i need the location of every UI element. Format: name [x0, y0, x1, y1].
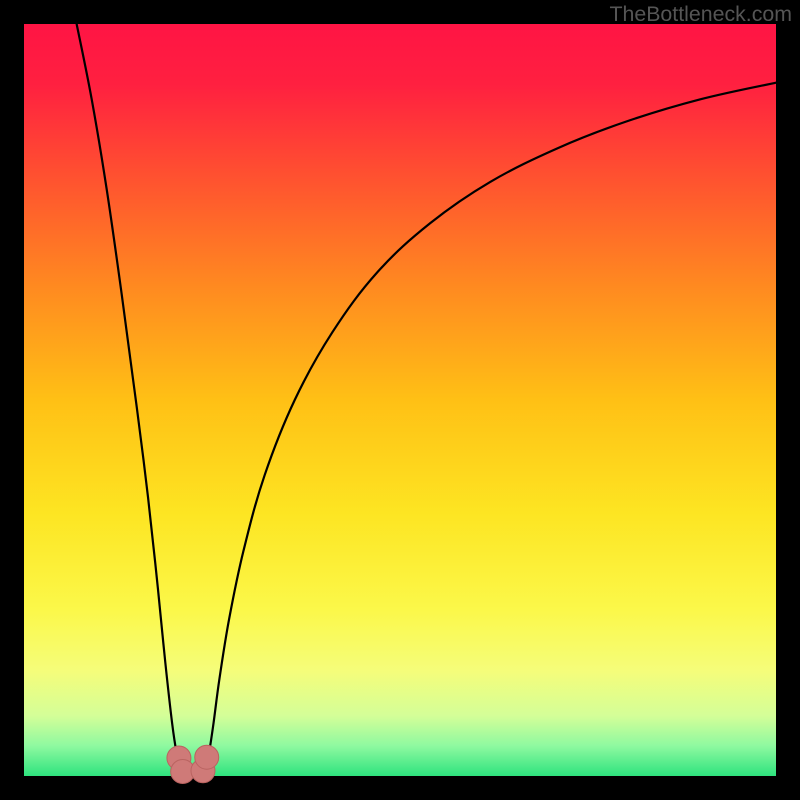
- trough-marker-3: [195, 745, 219, 769]
- chart-svg: [0, 0, 800, 800]
- watermark-text: TheBottleneck.com: [609, 2, 792, 27]
- bottleneck-chart: TheBottleneck.com: [0, 0, 800, 800]
